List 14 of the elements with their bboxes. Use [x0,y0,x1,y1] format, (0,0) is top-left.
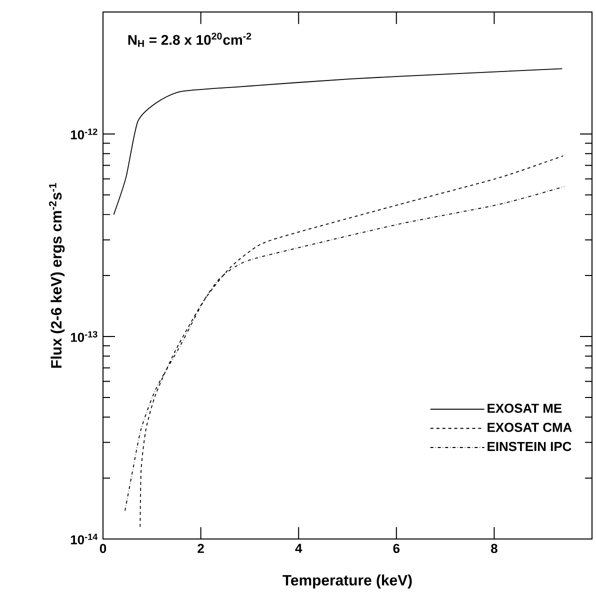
y-tick-label: 10$^{-14}$ [70,534,98,544]
legend-label: EXOSAT ME [488,404,562,413]
y-tick-label: 10$^{-13}$ [70,331,98,342]
y-tick-label: 10$^{-12}$ [70,128,98,140]
x-axis-title: Temperature (keV) [282,574,412,588]
x-tick-label: 2 [198,544,204,553]
annotation: N$_{H}$ = 2.8 x 10$^{20}$cm$^{-2}$ [128,32,252,47]
legend-label: EXOSAT CMA [488,422,572,432]
x-tick-label: 8 [491,544,498,554]
x-tick-label: 0 [100,544,106,554]
x-tick-label: 6 [393,544,400,554]
legend-label: EINSTEIN IPC [488,442,572,452]
x-tick-label: 4 [295,544,302,553]
y-axis-title: Flux (2-6 keV) ergs cm$^{-2}$s$^{-1}$ [48,183,65,368]
